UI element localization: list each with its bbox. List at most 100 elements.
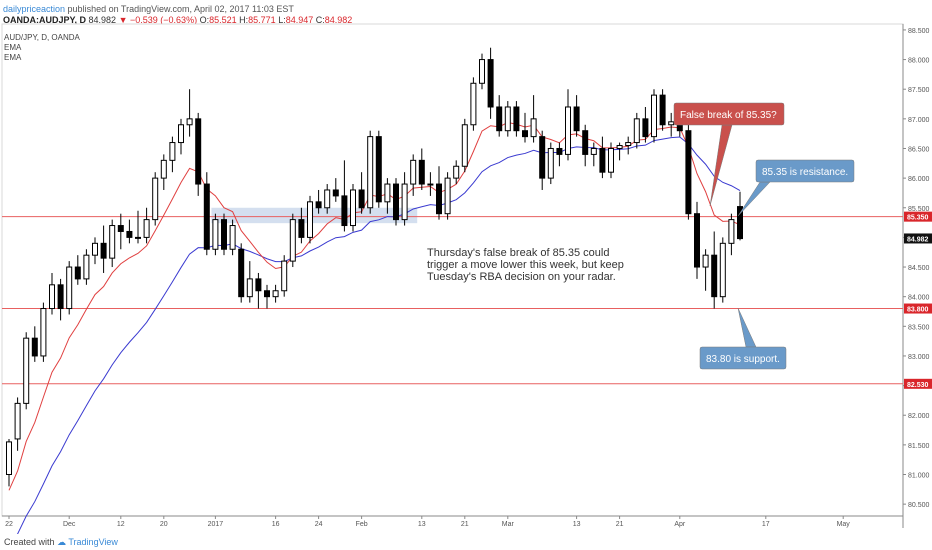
- candle-bull[interactable]: [444, 177, 451, 215]
- candle-bull[interactable]: [401, 183, 408, 221]
- candle-bull[interactable]: [92, 242, 98, 256]
- candle-bear[interactable]: [57, 284, 64, 310]
- candle-bull[interactable]: [152, 177, 159, 221]
- candle-bull[interactable]: [547, 147, 554, 179]
- candle-bear[interactable]: [332, 189, 339, 197]
- level-price-tag: [904, 211, 932, 222]
- price-chart[interactable]: 88.500 88.000 87.500 87.000 86.500 86.000 85.5…: [0, 0, 932, 534]
- high-value: 85.771: [248, 15, 276, 25]
- tradingview-brand[interactable]: TradingView: [68, 537, 118, 547]
- candle-bull[interactable]: [246, 278, 253, 298]
- candle-bull[interactable]: [470, 82, 477, 126]
- candle-bull[interactable]: [40, 308, 47, 357]
- author-link[interactable]: dailypriceaction: [3, 4, 66, 14]
- candle-bear[interactable]: [126, 230, 133, 238]
- candle-bear[interactable]: [522, 130, 528, 138]
- legend-ema-2[interactable]: EMA: [4, 53, 22, 62]
- candle-bear[interactable]: [582, 130, 589, 155]
- candle-bull[interactable]: [702, 254, 709, 268]
- candle-bull[interactable]: [479, 59, 485, 84]
- candle-bear[interactable]: [238, 248, 245, 298]
- candle-bull[interactable]: [565, 106, 571, 155]
- candle-bull[interactable]: [608, 147, 614, 173]
- candle-bear[interactable]: [539, 136, 546, 179]
- candle-bull[interactable]: [49, 284, 55, 310]
- candle-bull[interactable]: [367, 136, 374, 209]
- candle-bear[interactable]: [642, 118, 649, 138]
- candle-bull[interactable]: [83, 254, 90, 280]
- candle-bear[interactable]: [74, 266, 81, 280]
- level-price-label: 82.530: [907, 382, 929, 389]
- candle-bear[interactable]: [418, 159, 425, 185]
- candle-bull[interactable]: [66, 266, 73, 310]
- candle-bull[interactable]: [212, 219, 219, 250]
- candle-bear[interactable]: [599, 147, 606, 173]
- candle-bull[interactable]: [23, 337, 30, 404]
- candle-bear[interactable]: [203, 183, 210, 250]
- candle-bull[interactable]: [504, 106, 511, 132]
- candle-bull[interactable]: [350, 189, 356, 227]
- candle-bull[interactable]: [289, 219, 296, 262]
- candle-bear[interactable]: [375, 136, 382, 203]
- candle-bear[interactable]: [255, 278, 262, 292]
- candle-bear[interactable]: [694, 213, 700, 268]
- candle-bull[interactable]: [728, 219, 735, 244]
- resistance-callout[interactable]: 85.35 is resistance.: [737, 159, 855, 217]
- candle-bear[interactable]: [315, 201, 322, 209]
- candle-bear[interactable]: [496, 106, 503, 132]
- candle-bear[interactable]: [556, 147, 563, 155]
- legend-title: AUD/JPY, D, OANDA: [4, 33, 80, 42]
- candle-bear[interactable]: [341, 195, 348, 227]
- candle-bull[interactable]: [272, 290, 279, 298]
- candle-bull[interactable]: [719, 242, 726, 298]
- candle-bear[interactable]: [195, 118, 202, 185]
- candle-bear[interactable]: [221, 219, 227, 250]
- candle-bull[interactable]: [453, 165, 460, 179]
- candle-bear[interactable]: [31, 337, 38, 357]
- candle-bull[interactable]: [109, 225, 116, 259]
- candle-bull[interactable]: [307, 201, 313, 238]
- candle-bear[interactable]: [513, 106, 520, 132]
- candle-bull[interactable]: [143, 219, 150, 238]
- candle-bull[interactable]: [14, 402, 21, 440]
- candle-bear[interactable]: [298, 219, 305, 238]
- candle-bear[interactable]: [100, 242, 107, 259]
- candle-bull[interactable]: [668, 121, 675, 126]
- candle-bull[interactable]: [135, 236, 141, 239]
- candle-bull[interactable]: [169, 142, 176, 161]
- candle-bull[interactable]: [427, 183, 434, 186]
- candle-bear[interactable]: [436, 183, 442, 215]
- candle-bull[interactable]: [651, 94, 657, 138]
- candle-bull[interactable]: [324, 189, 331, 209]
- candle-bear[interactable]: [264, 290, 270, 298]
- level-price-tag: [904, 378, 932, 389]
- candle-bull[interactable]: [6, 441, 12, 476]
- candle-bear[interactable]: [487, 59, 494, 108]
- candle-bull[interactable]: [229, 225, 236, 250]
- candle-bear[interactable]: [117, 225, 124, 232]
- candle-bull[interactable]: [530, 118, 537, 138]
- candle-bull[interactable]: [281, 260, 288, 292]
- candle-bull[interactable]: [410, 159, 417, 185]
- candle-bear[interactable]: [737, 206, 743, 240]
- candle-bear[interactable]: [685, 130, 692, 215]
- candle-bear[interactable]: [573, 106, 580, 132]
- candle-bear[interactable]: [393, 183, 399, 221]
- ema-slow-line[interactable]: [9, 136, 741, 534]
- published-text: published on TradingView.com, April 02, …: [65, 4, 294, 14]
- candle-bull[interactable]: [625, 142, 632, 147]
- candle-bull[interactable]: [616, 145, 623, 149]
- false-break-callout[interactable]: False break of 85.35?: [673, 102, 785, 207]
- support-callout[interactable]: 83.80 is support.: [699, 307, 787, 370]
- candle-bull[interactable]: [590, 147, 597, 155]
- candle-bull[interactable]: [633, 118, 640, 144]
- candle-bull[interactable]: [461, 124, 468, 167]
- candle-bull[interactable]: [384, 183, 391, 203]
- candle-bull[interactable]: [160, 159, 167, 179]
- candle-bear[interactable]: [358, 189, 365, 209]
- candle-bull[interactable]: [178, 124, 184, 144]
- candle-bull[interactable]: [186, 118, 193, 126]
- legend-ema-1[interactable]: EMA: [4, 43, 22, 52]
- candle-bear[interactable]: [711, 254, 718, 298]
- candle-bear[interactable]: [659, 94, 666, 126]
